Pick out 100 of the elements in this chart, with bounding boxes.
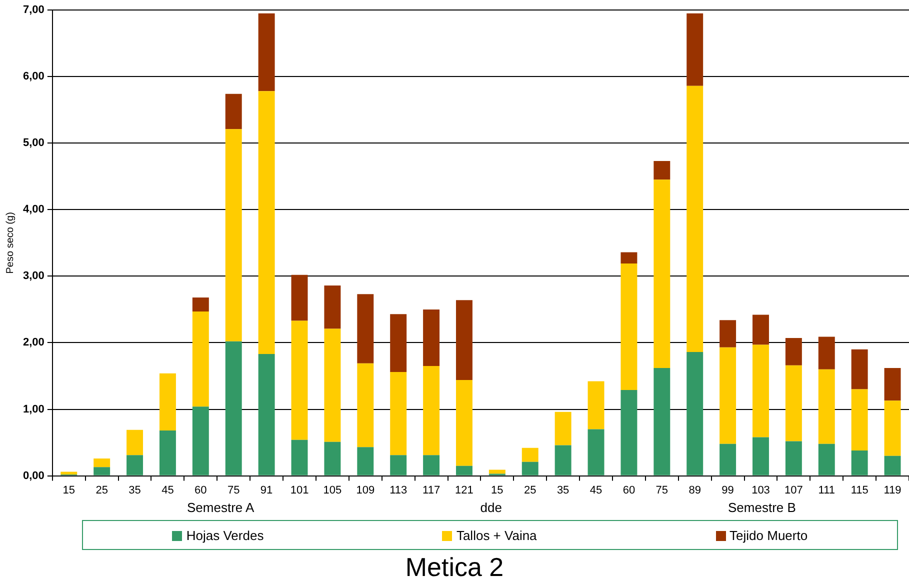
bar: [720, 347, 736, 444]
bar: [423, 309, 440, 366]
y-tick-label: 2,00: [22, 336, 44, 349]
bar: [60, 472, 78, 474]
legend-label: Hojas Verdes: [185, 528, 264, 542]
bar: [324, 285, 341, 329]
bar: [720, 444, 736, 476]
bar: [554, 412, 572, 446]
bar: [620, 264, 638, 390]
x-tick-label: 60: [194, 484, 207, 496]
bar: [620, 390, 638, 476]
bar: [94, 458, 110, 468]
bar: [851, 349, 868, 390]
x-tick-label: 105: [323, 484, 342, 496]
bar: [390, 314, 407, 372]
bar: [324, 442, 341, 476]
bar: [291, 440, 308, 476]
bar: [785, 365, 802, 442]
bar: [159, 373, 176, 431]
bar: [456, 380, 472, 466]
bar: [785, 441, 802, 476]
bar: [654, 368, 670, 476]
x-tick-label: 75: [656, 484, 668, 496]
bar: [390, 372, 407, 456]
y-axis-title: Peso seco (g): [4, 212, 16, 274]
y-tick-label: 3,00: [22, 270, 44, 282]
bar: [258, 354, 275, 476]
bar: [752, 437, 769, 476]
x-tick-label: 45: [590, 484, 602, 496]
x-tick-label: 119: [884, 484, 902, 496]
bar: [522, 448, 538, 462]
x-tick-label: 107: [784, 484, 803, 496]
bar: [654, 161, 670, 180]
bar: [588, 381, 604, 430]
y-tick-label: 6,00: [22, 70, 44, 83]
bar: [423, 366, 440, 456]
y-tick-label: 7,00: [22, 4, 44, 16]
bar: [291, 320, 308, 440]
legend-label: Tejido Muerto: [728, 528, 808, 542]
text: dde: [480, 500, 502, 515]
bar: [225, 94, 242, 130]
bar: [390, 455, 407, 476]
bar: [620, 252, 638, 264]
x-tick-label: 15: [62, 484, 76, 496]
x-tick-label: 113: [390, 484, 408, 496]
bar: [456, 466, 472, 476]
bar: [357, 447, 374, 476]
bar: [818, 369, 835, 444]
bar: [884, 400, 901, 456]
bar: [588, 429, 604, 476]
x-tick-label: 91: [260, 484, 273, 496]
x-tick-label: 121: [455, 484, 474, 496]
bar: [258, 91, 275, 354]
x-tick-label: 60: [622, 484, 636, 496]
bar: [423, 455, 440, 476]
x-tick-label: 103: [752, 484, 770, 496]
bar: [851, 389, 868, 451]
bar: [225, 129, 242, 342]
x-tick-label: 35: [128, 484, 141, 496]
bar: [752, 314, 769, 345]
bar: [357, 294, 374, 364]
bar: [324, 328, 341, 442]
bar: [884, 456, 901, 476]
x-tick-label: 25: [96, 484, 108, 496]
bar: [192, 311, 209, 407]
bar: [554, 445, 572, 476]
y-tick-label: 4,00: [22, 204, 44, 216]
bar: [884, 368, 901, 401]
y-tick-label: 5,00: [22, 137, 44, 150]
bar: [192, 297, 209, 312]
bar: [686, 86, 704, 352]
x-tick-label: 99: [722, 484, 734, 496]
x-tick-label: 117: [422, 484, 440, 496]
text: Metica 2: [404, 552, 505, 583]
bar: [818, 444, 835, 476]
bar: [126, 430, 144, 456]
x-tick-label: 75: [227, 484, 240, 496]
legend-label: Tallos + Vaina: [455, 528, 537, 542]
text: Semestre B: [728, 500, 796, 515]
bar: [126, 455, 144, 476]
x-tick-label: 89: [688, 484, 701, 496]
bar: [654, 180, 670, 368]
bar: [785, 338, 802, 366]
bar: [291, 274, 308, 321]
bar: [686, 13, 704, 86]
x-tick-label: 25: [524, 484, 536, 496]
bar: [818, 336, 835, 370]
bar: [357, 363, 374, 448]
bar: [752, 344, 769, 438]
bar: [720, 320, 736, 348]
x-tick-label: 111: [818, 484, 836, 496]
y-tick-label: 0,00: [22, 470, 44, 482]
bar: [192, 406, 209, 476]
bar: [456, 300, 472, 380]
x-tick-label: 35: [556, 484, 570, 496]
bar: [159, 430, 176, 476]
bar: [258, 13, 275, 92]
x-tick-label: 45: [162, 484, 174, 496]
x-tick-label: 101: [290, 484, 309, 496]
bar: [488, 470, 506, 474]
